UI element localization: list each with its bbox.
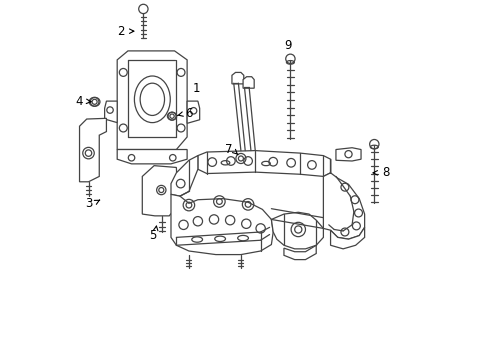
Polygon shape <box>335 148 360 161</box>
Text: 2: 2 <box>117 25 124 38</box>
Polygon shape <box>323 159 364 239</box>
Text: 9: 9 <box>283 39 291 52</box>
Text: 5: 5 <box>149 229 157 242</box>
Polygon shape <box>243 77 254 88</box>
Polygon shape <box>142 166 178 216</box>
Text: 6: 6 <box>185 107 192 120</box>
Polygon shape <box>80 118 106 182</box>
Polygon shape <box>171 194 273 255</box>
Text: 8: 8 <box>382 166 389 179</box>
Polygon shape <box>117 51 187 149</box>
Polygon shape <box>284 245 316 260</box>
Polygon shape <box>171 156 198 196</box>
Text: 1: 1 <box>192 82 200 95</box>
Polygon shape <box>104 101 117 123</box>
Text: 7: 7 <box>224 143 232 156</box>
Polygon shape <box>231 72 244 84</box>
Polygon shape <box>198 150 330 176</box>
Polygon shape <box>187 101 199 123</box>
Text: 3: 3 <box>84 197 92 210</box>
Polygon shape <box>271 212 323 249</box>
Text: 4: 4 <box>75 95 82 108</box>
Polygon shape <box>117 149 187 164</box>
Polygon shape <box>330 227 364 249</box>
